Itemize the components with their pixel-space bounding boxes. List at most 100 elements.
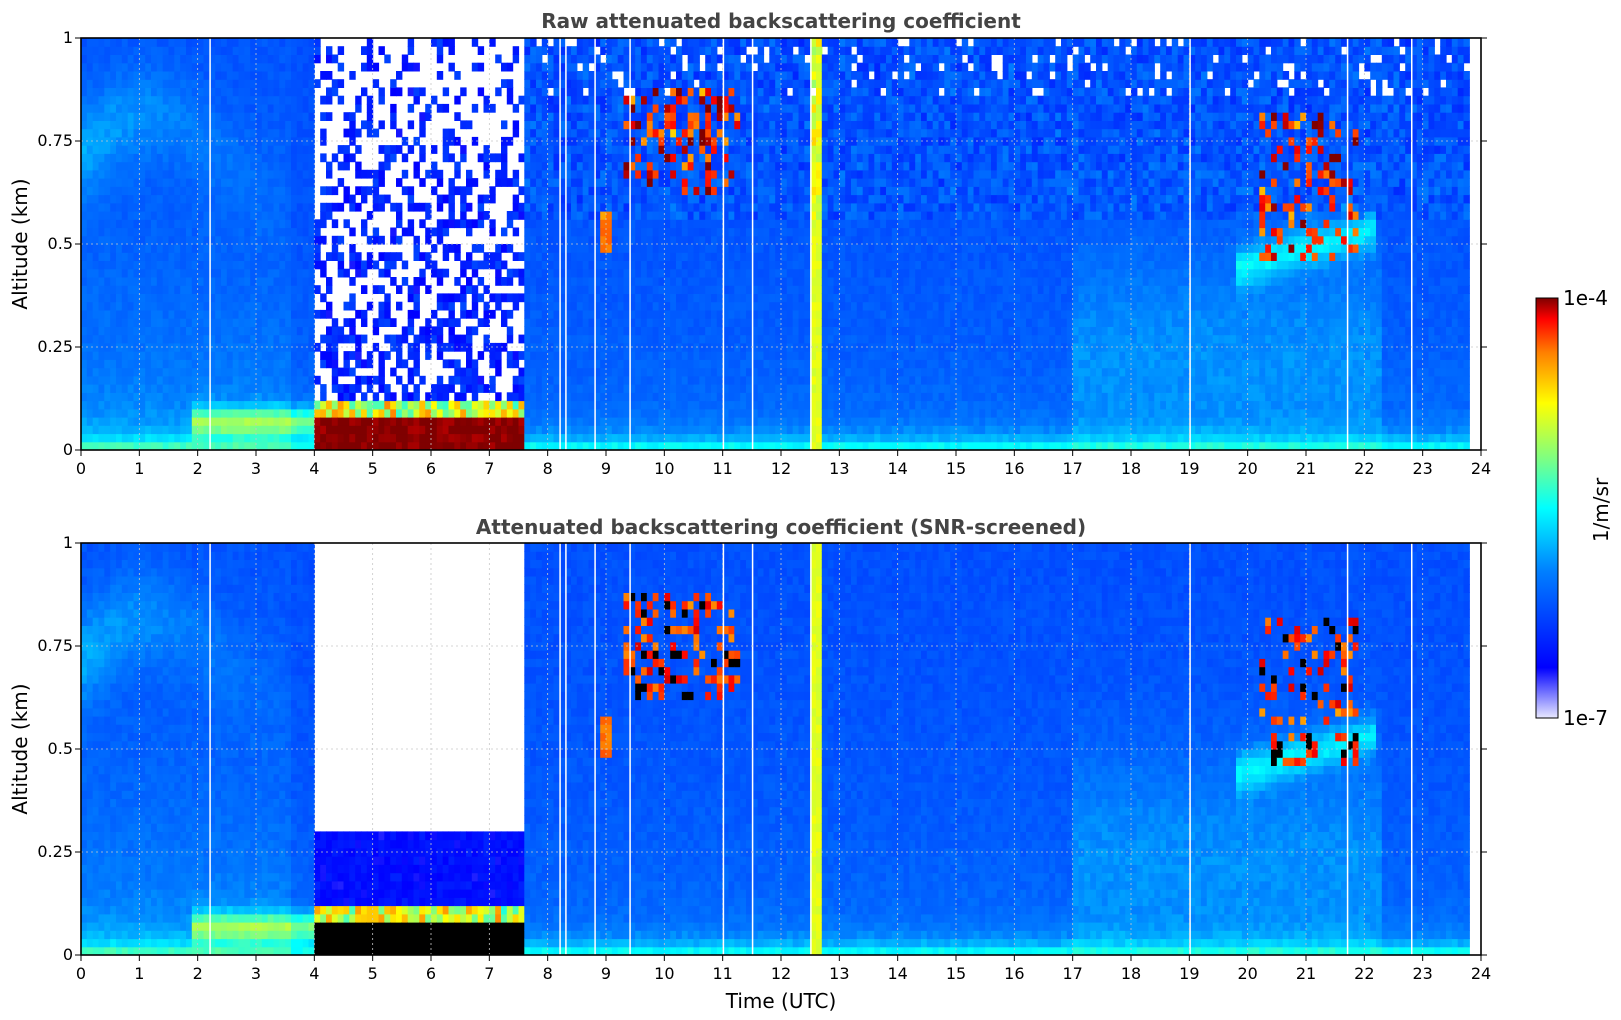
heatmap-cell [86, 342, 94, 352]
heatmap-cell [291, 301, 298, 311]
heatmap-cell [221, 334, 228, 344]
heatmap-cell [238, 359, 245, 369]
heatmap-cell [466, 309, 473, 319]
heatmap-cell [81, 128, 88, 138]
heatmap-cell [127, 309, 135, 319]
heatmap-cell [635, 400, 642, 410]
heatmap-cell [110, 244, 117, 253]
heatmap-cell [746, 128, 753, 138]
heatmap-cell [448, 38, 455, 47]
heatmap-cell [279, 351, 286, 360]
heatmap-cell [186, 351, 193, 360]
heatmap-cell [221, 112, 228, 121]
heatmap-cell [285, 128, 292, 138]
heatmap-cell [81, 136, 88, 146]
heatmap-cell [197, 277, 205, 286]
heatmap-cell [314, 433, 321, 443]
heatmap-cell [326, 342, 333, 352]
heatmap-cell [197, 211, 205, 220]
heatmap-cell [617, 62, 625, 72]
heatmap-cell [722, 425, 730, 435]
heatmap-cell [571, 441, 578, 450]
heatmap-cell [296, 178, 304, 187]
heatmap-cell [483, 260, 490, 270]
heatmap-cell [524, 87, 531, 97]
heatmap-cell [530, 441, 537, 450]
heatmap-cell [442, 441, 450, 450]
heatmap-cell [664, 277, 671, 286]
heatmap-cell [285, 38, 292, 47]
heatmap-cell [693, 120, 700, 130]
heatmap-cell [244, 293, 251, 303]
heatmap-cell [291, 169, 298, 179]
heatmap-cell [267, 153, 275, 163]
heatmap-cell [676, 384, 683, 393]
heatmap-cell [565, 425, 572, 435]
heatmap-cell [559, 400, 566, 410]
heatmap-cell [623, 178, 630, 187]
heatmap-cell [769, 309, 776, 319]
heatmap-cell [658, 309, 665, 319]
heatmap-cell [559, 260, 566, 270]
heatmap-cell [460, 334, 467, 344]
heatmap-cell [378, 318, 385, 327]
heatmap-cell [489, 153, 496, 163]
heatmap-cell [623, 62, 630, 72]
heatmap-cell [728, 433, 735, 443]
heatmap-cell [716, 359, 724, 369]
heatmap-cell [606, 202, 613, 212]
heatmap-cell [588, 186, 595, 196]
heatmap-cell [425, 351, 432, 360]
heatmap-cell [366, 408, 374, 418]
heatmap-cell [244, 392, 251, 402]
heatmap-cell [151, 417, 158, 426]
heatmap-cell [191, 227, 199, 237]
heatmap-cell [553, 309, 560, 319]
heatmap-cell [81, 285, 88, 294]
heatmap-cell [92, 384, 100, 393]
heatmap-cell [600, 351, 607, 360]
heatmap-cell [442, 136, 450, 146]
heatmap-cell [565, 153, 572, 163]
heatmap-cell [757, 318, 765, 327]
heatmap-cell [238, 268, 245, 278]
heatmap-cell [681, 334, 689, 344]
heatmap-cell [553, 194, 560, 204]
heatmap-cell [390, 153, 397, 163]
heatmap-cell [127, 285, 135, 294]
heatmap-cell [524, 318, 531, 327]
heatmap-cell [495, 87, 502, 97]
heatmap-cell [740, 161, 747, 171]
heatmap-cell [705, 375, 712, 385]
heatmap-cell [116, 392, 123, 402]
heatmap-cell [110, 392, 117, 402]
heatmap-cell [559, 219, 566, 229]
heatmap-cell [186, 384, 193, 393]
heatmap-cell [757, 342, 765, 352]
heatmap-cell [536, 268, 543, 278]
heatmap-cell [460, 153, 467, 163]
heatmap-cell [711, 318, 718, 327]
heatmap-cell [746, 38, 753, 47]
heatmap-cell [641, 153, 648, 163]
heatmap-cell [716, 38, 724, 47]
heatmap-cell [92, 169, 100, 179]
heatmap-cell [407, 367, 415, 377]
heatmap-cell [291, 318, 298, 327]
heatmap-cell [232, 112, 240, 121]
heatmap-cell [506, 79, 514, 88]
heatmap-cell [646, 309, 654, 319]
heatmap-cell [576, 103, 584, 113]
heatmap-cell [559, 128, 566, 138]
heatmap-cell [92, 301, 100, 311]
heatmap-cell [576, 318, 584, 327]
heatmap-cell [699, 425, 706, 435]
heatmap-cell [582, 384, 590, 393]
heatmap-cell [763, 408, 770, 418]
heatmap-cell [232, 227, 240, 237]
heatmap-cell [186, 54, 193, 64]
heatmap-cell [232, 384, 240, 393]
heatmap-cell [145, 285, 152, 294]
heatmap-cell [623, 318, 630, 327]
heatmap-cell [699, 186, 706, 196]
